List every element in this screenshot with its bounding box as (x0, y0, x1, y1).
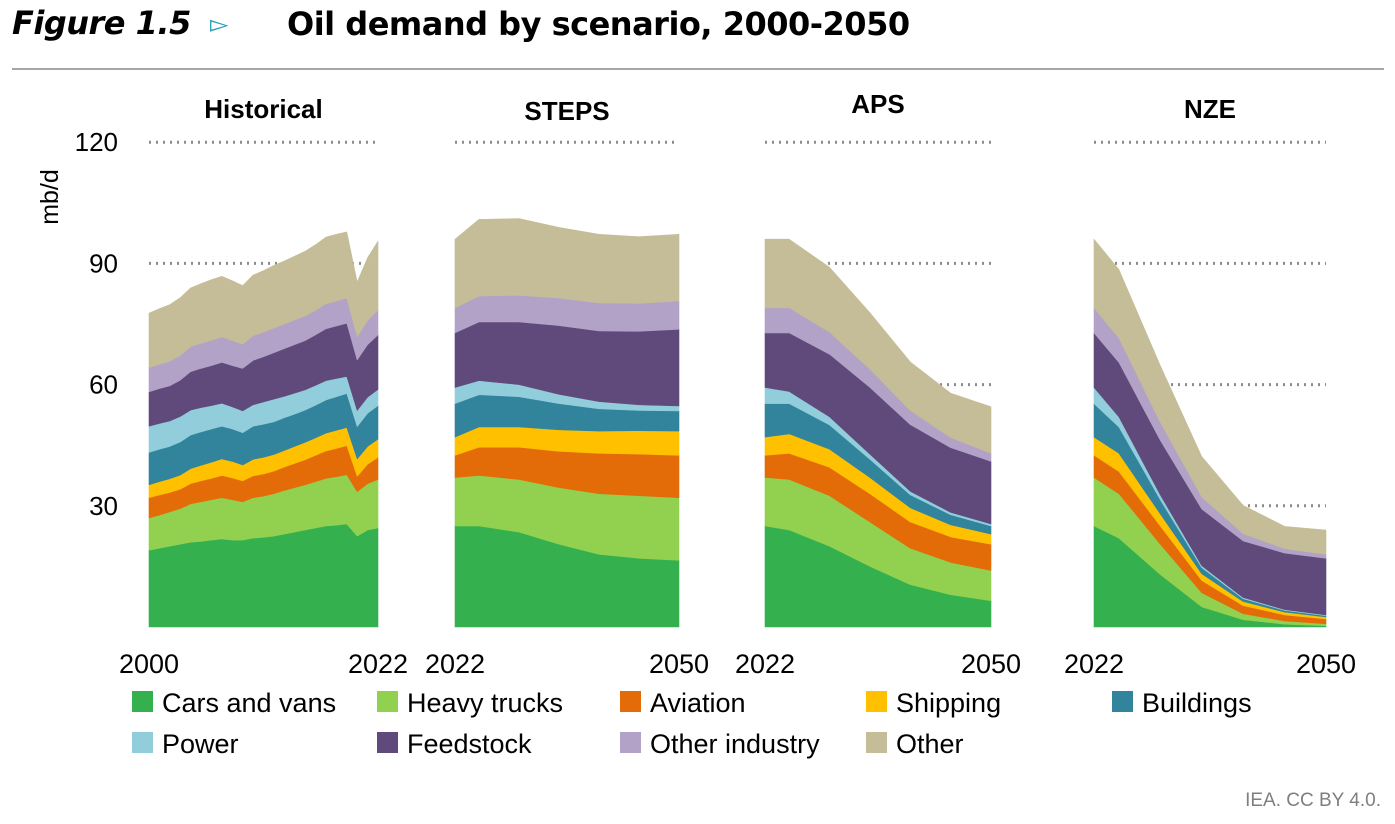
x-tick-label: 2022 (348, 649, 408, 679)
panel-historical: Historical 2000 2022 (119, 94, 408, 679)
panel-nze: NZE 2022 2050 (1064, 94, 1356, 679)
legend-item: Heavy trucks (377, 688, 563, 718)
legend-swatch (377, 732, 398, 753)
legend-label: Heavy trucks (407, 688, 563, 718)
title-divider (12, 68, 1384, 70)
legend-label: Feedstock (407, 729, 532, 759)
y-tick-label: 30 (89, 491, 118, 521)
legend-swatch (1112, 691, 1133, 712)
legend-label: Other (896, 729, 964, 759)
legend-swatch (620, 691, 641, 712)
x-tick-label: 2050 (649, 649, 709, 679)
oil-demand-chart: mb/d 30 60 90 120 Historical 2000 2022 STEPS 20… (36, 89, 1356, 759)
legend-label: Power (162, 729, 239, 759)
legend-item: Shipping (866, 688, 1001, 718)
panel-title: Historical (204, 94, 323, 124)
legend-swatch (132, 732, 153, 753)
legend-item: Feedstock (377, 729, 532, 759)
panel-steps: STEPS 2022 2050 (425, 96, 709, 679)
legend-swatch (866, 732, 887, 753)
y-tick-label: 120 (75, 127, 118, 157)
legend-label: Aviation (650, 688, 746, 718)
figure-label: Figure 1.5 (12, 4, 191, 42)
legend-label: Shipping (896, 688, 1001, 718)
legend-label: Cars and vans (162, 688, 336, 718)
legend-item: Power (132, 729, 239, 759)
chart-panels: Historical 2000 2022 STEPS 2022 2050 APS 2022 20… (119, 89, 1356, 679)
x-tick-label: 2050 (1296, 649, 1356, 679)
play-arrow-icon: ▻ (210, 11, 229, 38)
area-1-other (454, 218, 680, 309)
chart-title: Oil demand by scenario, 2000-2050 (287, 5, 910, 43)
legend-swatch (866, 691, 887, 712)
panel-title: APS (851, 89, 904, 119)
x-tick-label: 2000 (119, 649, 179, 679)
credit-text: IEA. CC BY 4.0. (1245, 790, 1381, 811)
legend-label: Other industry (650, 729, 820, 759)
legend-swatch (377, 691, 398, 712)
area-0-other (148, 231, 379, 368)
legend-item: Buildings (1112, 688, 1252, 718)
x-tick-label: 2022 (735, 649, 795, 679)
legend-label: Buildings (1142, 688, 1252, 718)
x-tick-label: 2022 (1064, 649, 1124, 679)
legend-item: Cars and vans (132, 688, 336, 718)
panel-title: STEPS (524, 96, 609, 126)
chart-legend: Cars and vans Heavy trucks Aviation Shippin… (132, 688, 1252, 759)
legend-item: Aviation (620, 688, 746, 718)
panel-aps: APS 2022 2050 (735, 89, 1021, 679)
legend-swatch (620, 732, 641, 753)
area-2-other (764, 238, 992, 454)
panel-title: NZE (1184, 94, 1236, 124)
x-tick-label: 2050 (961, 649, 1021, 679)
y-axis-ticks: 30 60 90 120 (75, 127, 118, 521)
x-tick-label: 2022 (425, 649, 485, 679)
y-axis-label: mb/d (36, 169, 64, 225)
legend-swatch (132, 691, 153, 712)
y-tick-label: 90 (89, 248, 118, 278)
legend-item: Other industry (620, 729, 820, 759)
area-3-other (1093, 238, 1327, 555)
legend-item: Other (866, 729, 964, 759)
y-tick-label: 60 (89, 370, 118, 400)
